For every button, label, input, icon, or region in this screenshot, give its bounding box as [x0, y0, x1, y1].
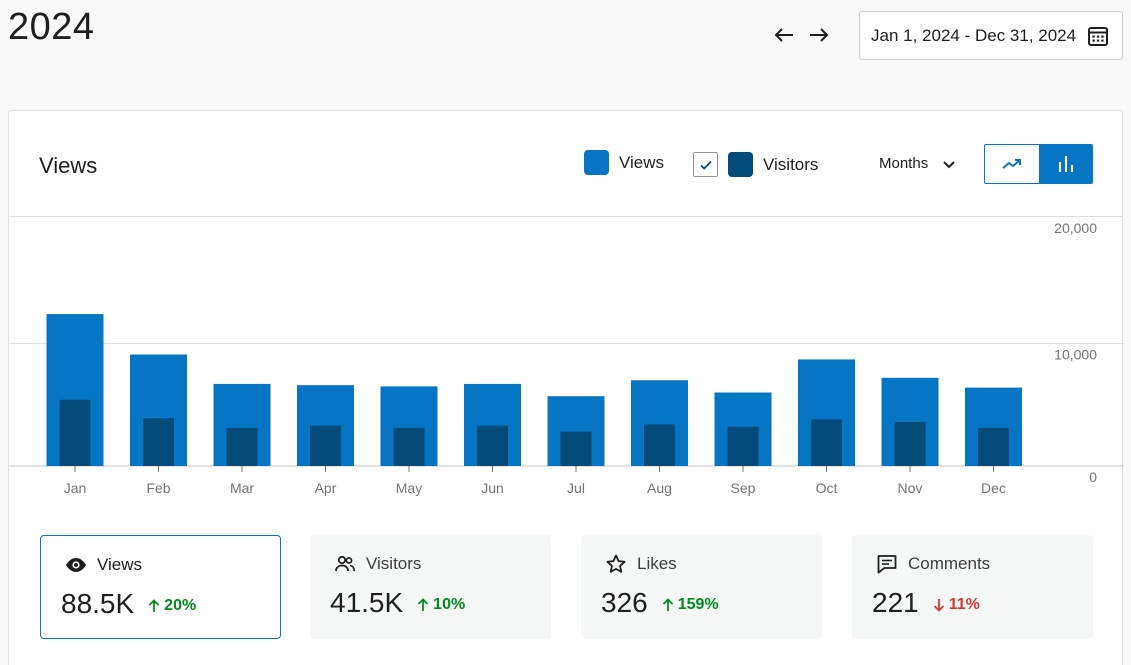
legend-views-swatch: [584, 150, 609, 175]
check-icon: [699, 160, 712, 170]
x-tick-label: Oct: [816, 480, 838, 496]
y-tick-label: 20,000: [1054, 220, 1097, 236]
bar-visitors[interactable]: [226, 428, 258, 466]
legend-visitors-label: Visitors: [763, 154, 819, 174]
card-title: Views: [39, 153, 98, 178]
period-select-value: Months: [879, 155, 929, 172]
legend-visitors-swatch: [728, 152, 753, 177]
x-tick-label: Feb: [146, 480, 170, 496]
bar-visitors[interactable]: [310, 425, 341, 466]
x-tick-label: Sep: [731, 480, 756, 496]
stat-label: Visitors: [366, 554, 422, 573]
stat-label: Views: [97, 555, 143, 574]
stat-tile-comments[interactable]: Comments 221 11%: [852, 535, 1093, 639]
stat-tile-likes[interactable]: Likes 326 159%: [581, 535, 822, 639]
bar-visitors[interactable]: [644, 424, 675, 466]
stat-value: 221: [872, 587, 919, 618]
x-tick-label: Nov: [898, 480, 923, 496]
bar-visitors[interactable]: [143, 418, 174, 466]
legend-views-label: Views: [619, 152, 665, 172]
stat-change-value: 159%: [677, 596, 719, 613]
legend-views: Views: [584, 150, 664, 175]
views-bar-chart: 20,000 10,000 0 Jan Feb Mar Apr May Jun Jul Aug Sep…: [9, 220, 1124, 496]
arrow-down-icon: [933, 599, 944, 612]
bar-visitors[interactable]: [59, 399, 91, 466]
stat-change: 159%: [662, 596, 719, 614]
bar-visitors[interactable]: [894, 421, 926, 466]
bar-visitors[interactable]: [477, 425, 508, 466]
chart-type-toggle: [984, 144, 1093, 184]
comment-icon: [877, 555, 897, 574]
stat-change-value: 10%: [433, 596, 466, 613]
stat-label: Comments: [908, 554, 991, 573]
period-select[interactable]: Months: [879, 155, 956, 172]
line-chart-button[interactable]: [985, 145, 1039, 183]
x-tick-label: May: [396, 480, 422, 496]
stat-change: 20%: [148, 597, 196, 615]
star-icon: [606, 554, 626, 573]
date-range-picker[interactable]: Jan 1, 2024 - Dec 31, 2024: [859, 11, 1123, 60]
stat-change: 11%: [933, 596, 980, 614]
arrow-up-icon: [662, 598, 673, 611]
stat-tile-views[interactable]: Views 88.5K 20%: [40, 535, 281, 639]
card-divider: [9, 216, 1122, 217]
arrow-up-icon: [149, 599, 160, 612]
x-tick-label: Jan: [64, 480, 87, 496]
bar-visitors[interactable]: [560, 431, 592, 466]
arrow-left-icon: [774, 28, 793, 42]
people-icon: [335, 555, 355, 572]
x-tick-label: Aug: [647, 480, 672, 496]
bar-visitors[interactable]: [811, 419, 842, 466]
stat-change: 10%: [417, 596, 465, 614]
x-tick-label: Mar: [230, 480, 254, 496]
bar-chart-button[interactable]: [1038, 145, 1092, 183]
bar-visitors[interactable]: [393, 428, 425, 466]
legend-visitors[interactable]: Visitors: [693, 152, 818, 177]
bar-chart-icon: [1058, 156, 1073, 172]
stat-value: 41.5K: [330, 587, 404, 618]
arrow-right-icon: [810, 28, 829, 42]
stat-change-value: 20%: [164, 597, 197, 614]
y-tick-label: 0: [1089, 469, 1097, 485]
eye-icon: [66, 558, 86, 572]
stat-tile-visitors[interactable]: Visitors 41.5K 10%: [310, 535, 551, 639]
views-card: Views Views Visitors Months: [8, 110, 1124, 665]
x-tick-label: Apr: [315, 480, 337, 496]
y-tick-label: 10,000: [1054, 347, 1097, 363]
x-tick-label: Jul: [567, 480, 585, 496]
stat-label: Likes: [637, 554, 677, 573]
chevron-down-icon: [943, 160, 955, 168]
x-tick-label: Jun: [481, 480, 504, 496]
page-title: 2024: [8, 6, 95, 48]
calendar-icon: [1088, 27, 1108, 46]
stat-change-value: 11%: [948, 596, 980, 613]
next-period-button[interactable]: [806, 22, 832, 48]
stat-value: 88.5K: [61, 588, 135, 619]
bar-visitors[interactable]: [978, 428, 1009, 466]
stat-value: 326: [601, 587, 648, 618]
visitors-checkbox[interactable]: [693, 152, 718, 177]
date-range-label: Jan 1, 2024 - Dec 31, 2024: [871, 25, 1077, 45]
previous-period-button[interactable]: [771, 22, 797, 48]
bar-visitors[interactable]: [727, 426, 759, 466]
x-tick-label: Dec: [981, 480, 1006, 496]
arrow-up-icon: [418, 598, 429, 611]
line-chart-icon: [1002, 159, 1021, 169]
